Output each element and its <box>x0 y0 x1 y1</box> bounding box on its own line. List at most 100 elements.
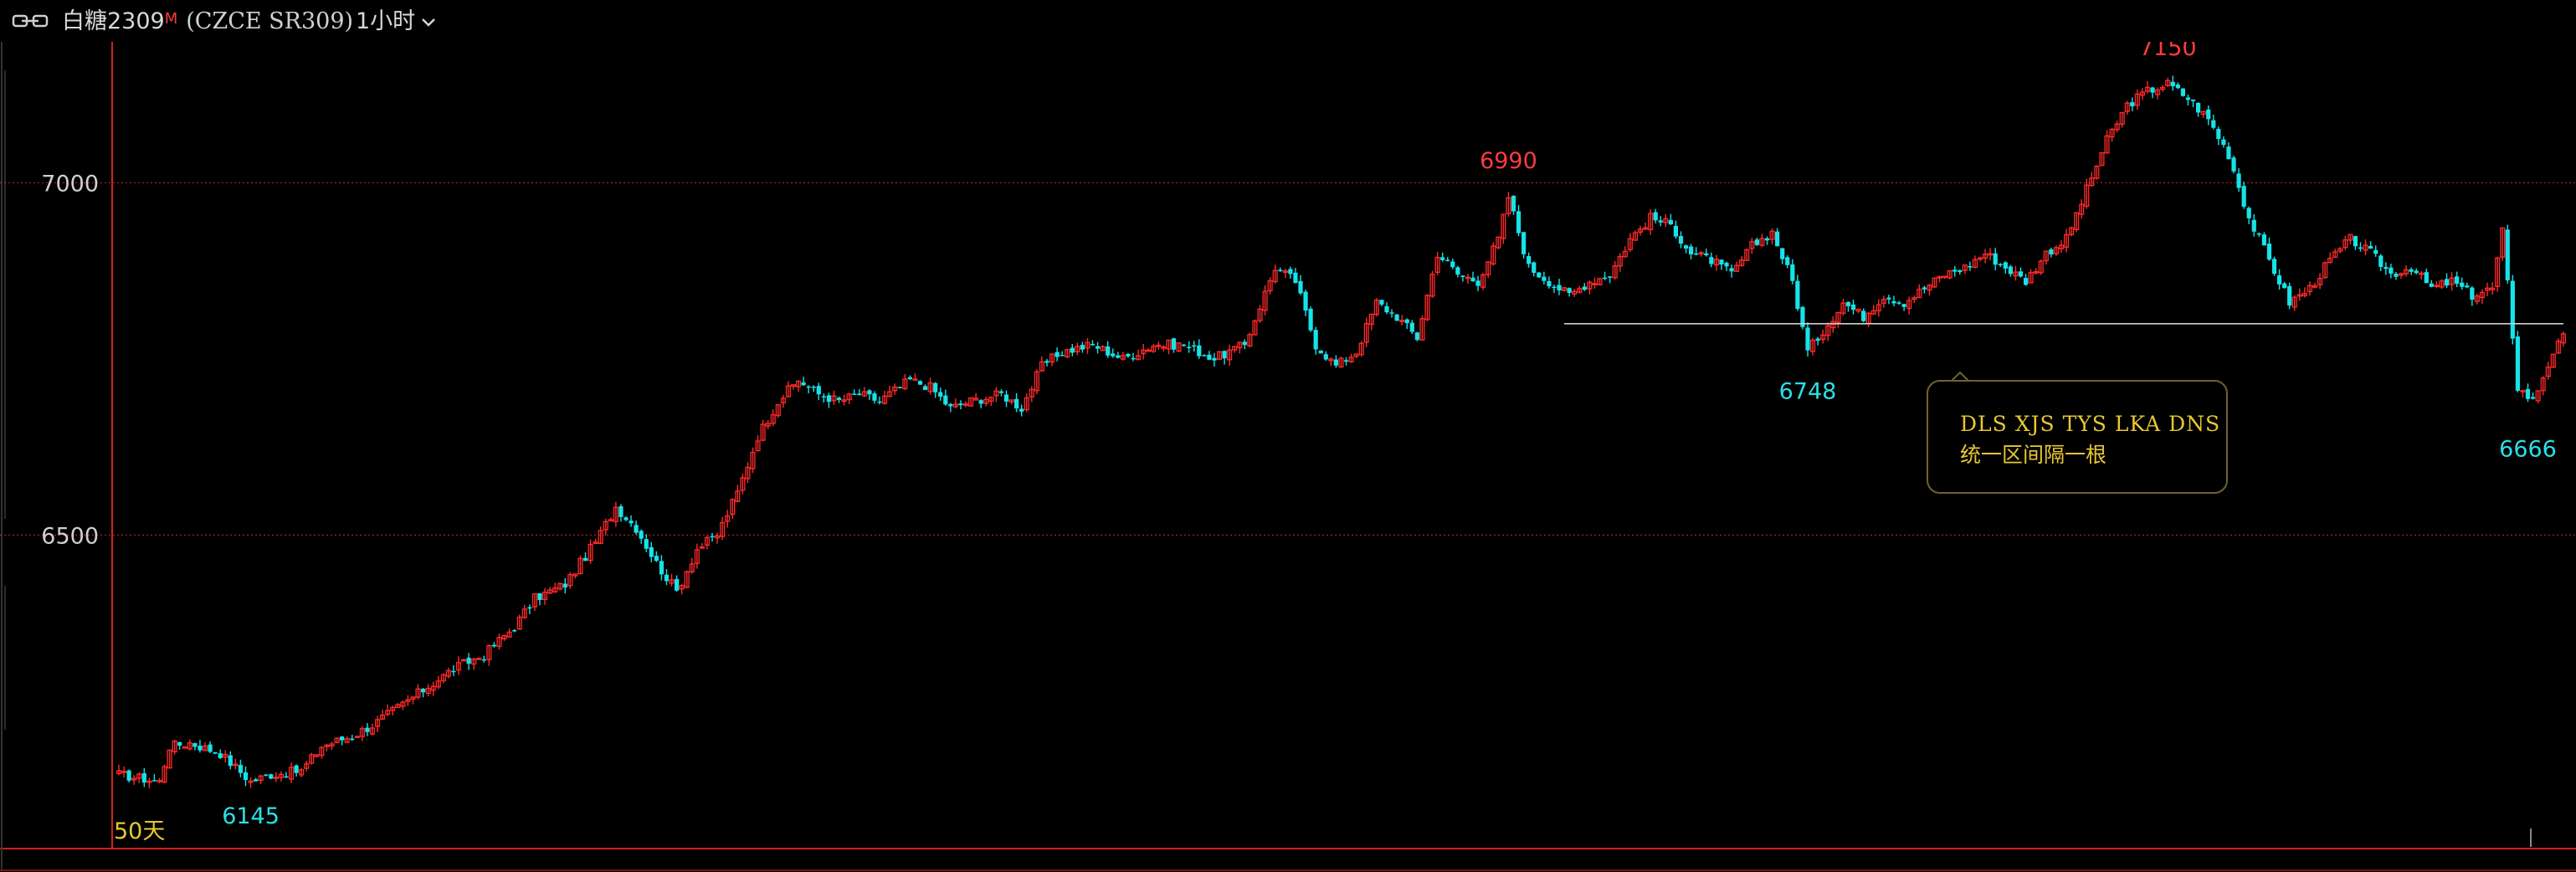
candle[interactable] <box>1769 228 1775 245</box>
candle[interactable] <box>2043 250 2049 265</box>
candle[interactable] <box>1044 358 1049 367</box>
candle[interactable] <box>1090 340 1096 346</box>
candle[interactable] <box>1267 277 1273 295</box>
candle[interactable] <box>213 751 218 755</box>
candle[interactable] <box>2343 235 2348 251</box>
candle[interactable] <box>445 667 451 679</box>
candle[interactable] <box>329 741 335 751</box>
candle[interactable] <box>922 384 928 391</box>
candle[interactable] <box>2074 212 2080 233</box>
candle[interactable] <box>2226 142 2231 160</box>
candle[interactable] <box>1055 347 1060 362</box>
candle[interactable] <box>1815 336 1820 346</box>
candle[interactable] <box>1008 399 1014 405</box>
candle[interactable] <box>1744 249 1750 261</box>
candle[interactable] <box>1100 345 1106 351</box>
candle[interactable] <box>1775 228 1780 247</box>
candle[interactable] <box>952 398 958 408</box>
candle[interactable] <box>486 644 492 666</box>
candle[interactable] <box>1282 268 1288 279</box>
candle[interactable] <box>2150 86 2155 99</box>
candle[interactable] <box>1861 308 1866 323</box>
candle[interactable] <box>675 575 680 592</box>
candle[interactable] <box>892 383 898 395</box>
candle[interactable] <box>2276 269 2282 290</box>
candle[interactable] <box>1019 404 1024 417</box>
candle[interactable] <box>512 628 517 633</box>
candle[interactable] <box>1977 256 1983 262</box>
candle[interactable] <box>2119 111 2125 128</box>
candle[interactable] <box>1171 337 1177 353</box>
candle[interactable] <box>1820 329 1826 344</box>
candle[interactable] <box>1039 356 1044 372</box>
candle[interactable] <box>1080 341 1085 353</box>
candle[interactable] <box>2398 272 2404 280</box>
candle[interactable] <box>2038 259 2044 275</box>
candle[interactable] <box>269 773 274 780</box>
candle[interactable] <box>115 764 122 776</box>
candle[interactable] <box>340 736 345 746</box>
candle[interactable] <box>435 675 441 690</box>
candle[interactable] <box>1998 263 2003 267</box>
candle[interactable] <box>1182 343 1187 347</box>
candle[interactable] <box>1111 348 1116 358</box>
candle[interactable] <box>2424 268 2429 284</box>
candle[interactable] <box>167 749 172 769</box>
candle[interactable] <box>598 526 603 545</box>
candle[interactable] <box>2404 264 2409 277</box>
candle[interactable] <box>1617 253 1623 272</box>
candle[interactable] <box>531 592 537 612</box>
candle[interactable] <box>2394 271 2399 280</box>
candle[interactable] <box>1293 268 1298 284</box>
candle[interactable] <box>629 515 634 527</box>
candle[interactable] <box>182 746 187 749</box>
candle[interactable] <box>1678 231 1684 249</box>
candle[interactable] <box>516 614 522 630</box>
candle[interactable] <box>451 664 456 676</box>
candle[interactable] <box>2170 75 2175 91</box>
candle[interactable] <box>1065 349 1070 359</box>
candle[interactable] <box>304 761 310 772</box>
candle[interactable] <box>2155 87 2161 100</box>
candle[interactable] <box>1034 369 1039 395</box>
candle[interactable] <box>1212 352 1217 367</box>
candle[interactable] <box>506 628 512 638</box>
candle[interactable] <box>2251 213 2256 237</box>
candle[interactable] <box>841 394 847 406</box>
candle[interactable] <box>228 751 233 770</box>
candle[interactable] <box>527 604 532 614</box>
candle[interactable] <box>1572 289 1578 297</box>
candle[interactable] <box>172 740 177 755</box>
candle[interactable] <box>1257 305 1263 323</box>
candle[interactable] <box>1891 295 1896 306</box>
candle[interactable] <box>720 516 726 541</box>
candle[interactable] <box>1272 264 1278 284</box>
candle[interactable] <box>385 704 391 716</box>
candle[interactable] <box>309 752 315 765</box>
candle[interactable] <box>1713 254 1719 271</box>
interval-selector[interactable]: 1小时 <box>356 7 437 37</box>
candle[interactable] <box>790 384 797 390</box>
candle[interactable] <box>1886 295 1891 305</box>
candle[interactable] <box>2246 206 2251 224</box>
candle[interactable] <box>1521 232 1527 259</box>
candle[interactable] <box>618 504 623 522</box>
candle[interactable] <box>572 573 578 579</box>
candle[interactable] <box>765 419 771 429</box>
candle[interactable] <box>1683 244 1689 254</box>
candle[interactable] <box>1029 386 1034 403</box>
candle[interactable] <box>1379 300 1384 307</box>
candle[interactable] <box>593 538 598 545</box>
candle[interactable] <box>390 705 396 716</box>
candle[interactable] <box>1496 236 1501 250</box>
candle[interactable] <box>2130 97 2135 111</box>
candle[interactable] <box>1131 352 1136 362</box>
candle[interactable] <box>1567 287 1572 297</box>
candle[interactable] <box>2332 249 2338 259</box>
candle[interactable] <box>852 389 857 396</box>
candle[interactable] <box>121 766 127 778</box>
candle[interactable] <box>2317 273 2323 290</box>
candle[interactable] <box>1602 271 1608 280</box>
candle[interactable] <box>1582 283 1587 291</box>
candle[interactable] <box>2018 267 2024 278</box>
